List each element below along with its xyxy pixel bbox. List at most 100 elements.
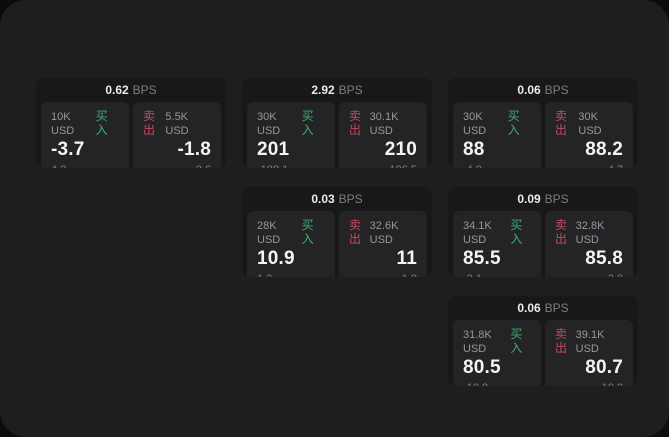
sell-delta: 3.0 — [555, 273, 623, 277]
sell-side-label: 卖出 — [349, 109, 362, 137]
buy-panel-top: 34.1K USD 买入 — [463, 218, 531, 247]
sell-side-label: 卖出 — [555, 218, 568, 246]
buy-price: 10.9 — [257, 248, 295, 269]
quote-panels: 31.8K USD 买入 80.5 -10.8 卖出 39.1K USD 80.… — [448, 320, 638, 386]
sell-delta: 4.7 — [555, 164, 623, 168]
spread-header: 0.06 BPS — [448, 296, 638, 320]
spread-unit: BPS — [338, 192, 363, 206]
quote-panels: 34.1K USD 买入 85.5 -3.1 卖出 32.8K USD 85.8… — [448, 211, 638, 277]
buy-price: 88 — [463, 139, 485, 160]
sell-size: 30.1K USD — [369, 111, 399, 137]
buy-panel-top: 31.8K USD 买入 — [463, 327, 531, 356]
spread-header: 0.62 BPS — [36, 78, 226, 102]
buy-side-label: 买入 — [301, 218, 314, 246]
spread-header: 0.09 BPS — [448, 187, 638, 211]
sell-panel-top: 卖出 30K USD — [555, 109, 623, 138]
buy-side-label: 买入 — [301, 109, 314, 137]
sell-panel[interactable]: 卖出 30K USD 88.2 4.7 — [545, 102, 633, 168]
spread-unit: BPS — [544, 301, 569, 315]
buy-price: -3.7 — [51, 139, 85, 160]
spread-unit: BPS — [544, 192, 569, 206]
sell-panel-top: 卖出 32.8K USD — [555, 218, 623, 247]
sell-price: 88.2 — [585, 139, 623, 160]
sell-size: 30K USD — [578, 111, 602, 137]
sell-delta: -1.8 — [349, 273, 417, 277]
sell-panel-top: 卖出 5.5K USD — [143, 109, 211, 138]
quote-panels: 30K USD 买入 88 -4.9 卖出 30K USD 88.2 4.7 — [448, 102, 638, 168]
quote-grid: 0.62 BPS 10K USD 买入 -3.7 4.3 卖出 5.5K USD — [36, 78, 638, 386]
buy-size: 30K USD — [257, 111, 281, 137]
buy-delta: 1.3 — [257, 273, 325, 277]
quote-card-4: 0.03 BPS 28K USD 买入 10.9 1.3 卖出 32.6K US… — [242, 187, 432, 277]
sell-size: 5.5K USD — [165, 111, 189, 137]
spread-unit: BPS — [544, 83, 569, 97]
buy-size: 30K USD — [463, 111, 487, 137]
sell-price: 210 — [384, 139, 417, 160]
spread-header: 0.03 BPS — [242, 187, 432, 211]
buy-side-label: 买入 — [510, 218, 523, 246]
sell-panel-top: 卖出 32.6K USD — [349, 218, 417, 247]
buy-panel-top: 28K USD 买入 — [257, 218, 325, 247]
sell-delta: 196.5 — [349, 164, 417, 168]
sell-delta: 10.2 — [555, 382, 623, 386]
quote-panels: 30K USD 买入 201 -188.1 卖出 30.1K USD 210 1… — [242, 102, 432, 168]
quote-card-2: 2.92 BPS 30K USD 买入 201 -188.1 卖出 30.1K … — [242, 78, 432, 168]
buy-panel-top: 30K USD 买入 — [257, 109, 325, 138]
buy-size: 34.1K USD — [463, 220, 492, 246]
sell-size: 32.6K USD — [369, 220, 399, 246]
sell-panel[interactable]: 卖出 32.8K USD 85.8 3.0 — [545, 211, 633, 277]
buy-price: 85.5 — [463, 248, 501, 269]
sell-price: 85.8 — [585, 248, 623, 269]
buy-size: 31.8K USD — [463, 329, 492, 355]
sell-panel[interactable]: 卖出 5.5K USD -1.8 -2.6 — [133, 102, 221, 168]
buy-size: 28K USD — [257, 220, 281, 246]
quote-card-3: 0.06 BPS 30K USD 买入 88 -4.9 卖出 30K USD — [448, 78, 638, 168]
buy-panel[interactable]: 30K USD 买入 88 -4.9 — [453, 102, 541, 168]
buy-delta: 4.3 — [51, 164, 119, 168]
spread-value: 2.92 — [311, 83, 335, 97]
quote-panels: 10K USD 买入 -3.7 4.3 卖出 5.5K USD -1.8 -2.… — [36, 102, 226, 168]
spread-value: 0.06 — [517, 301, 541, 315]
sell-price: -1.8 — [177, 139, 211, 160]
sell-panel[interactable]: 卖出 32.6K USD 11 -1.8 — [339, 211, 427, 277]
sell-price: 80.7 — [585, 357, 623, 378]
buy-panel[interactable]: 10K USD 买入 -3.7 4.3 — [41, 102, 129, 168]
sell-price: 11 — [396, 248, 417, 269]
spread-unit: BPS — [132, 83, 157, 97]
spread-header: 0.06 BPS — [448, 78, 638, 102]
buy-panel[interactable]: 34.1K USD 买入 85.5 -3.1 — [453, 211, 541, 277]
spread-value: 0.06 — [517, 83, 541, 97]
spread-value: 0.09 — [517, 192, 541, 206]
sell-panel[interactable]: 卖出 30.1K USD 210 196.5 — [339, 102, 427, 168]
buy-panel[interactable]: 28K USD 买入 10.9 1.3 — [247, 211, 335, 277]
spread-unit: BPS — [338, 83, 363, 97]
sell-size: 32.8K USD — [575, 220, 605, 246]
spread-header: 2.92 BPS — [242, 78, 432, 102]
quote-card-1: 0.62 BPS 10K USD 买入 -3.7 4.3 卖出 5.5K USD — [36, 78, 226, 168]
buy-delta: -3.1 — [463, 273, 531, 277]
buy-panel-top: 30K USD 买入 — [463, 109, 531, 138]
sell-side-label: 卖出 — [555, 327, 568, 355]
buy-delta: -10.8 — [463, 382, 531, 386]
buy-delta: -188.1 — [257, 164, 325, 168]
buy-panel[interactable]: 30K USD 买入 201 -188.1 — [247, 102, 335, 168]
buy-price: 201 — [257, 139, 290, 160]
sell-panel[interactable]: 卖出 39.1K USD 80.7 10.2 — [545, 320, 633, 386]
sell-size: 39.1K USD — [575, 329, 605, 355]
sell-delta: -2.6 — [143, 164, 211, 168]
buy-size: 10K USD — [51, 111, 75, 137]
quote-card-5: 0.09 BPS 34.1K USD 买入 85.5 -3.1 卖出 32.8K… — [448, 187, 638, 277]
sell-side-label: 卖出 — [143, 109, 156, 137]
quote-panels: 28K USD 买入 10.9 1.3 卖出 32.6K USD 11 -1.8 — [242, 211, 432, 277]
spread-value: 0.62 — [105, 83, 129, 97]
buy-side-label: 买入 — [507, 109, 520, 137]
sell-side-label: 卖出 — [555, 109, 568, 137]
buy-delta: -4.9 — [463, 164, 531, 168]
quote-card-6: 0.06 BPS 31.8K USD 买入 80.5 -10.8 卖出 39.1… — [448, 296, 638, 386]
buy-panel-top: 10K USD 买入 — [51, 109, 119, 138]
sell-side-label: 卖出 — [349, 218, 362, 246]
buy-price: 80.5 — [463, 357, 501, 378]
buy-panel[interactable]: 31.8K USD 买入 80.5 -10.8 — [453, 320, 541, 386]
sell-panel-top: 卖出 30.1K USD — [349, 109, 417, 138]
